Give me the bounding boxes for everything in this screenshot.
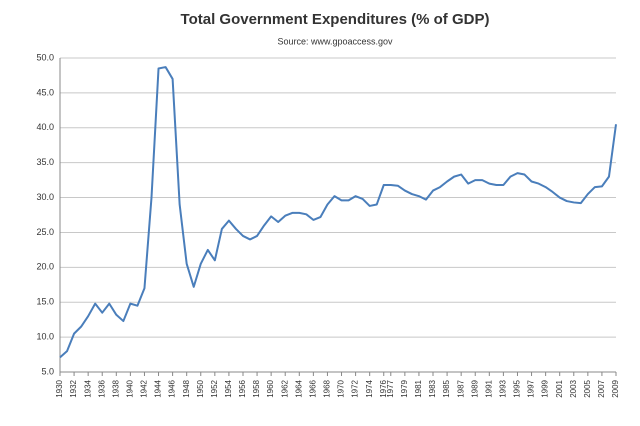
x-tick-label: 1974 bbox=[365, 379, 374, 397]
x-tick-label: 1934 bbox=[83, 379, 92, 397]
y-tick-label: 50.0 bbox=[36, 52, 54, 62]
x-tick-label: 1977 bbox=[386, 379, 395, 397]
y-tick-label: 25.0 bbox=[36, 227, 54, 237]
x-tick-label: 2009 bbox=[611, 379, 620, 397]
x-tick-label: 1976 bbox=[379, 379, 388, 397]
x-tick-label: 1944 bbox=[154, 379, 163, 397]
x-tick-label: 1964 bbox=[294, 379, 303, 397]
x-tick-label: 1962 bbox=[280, 379, 289, 397]
x-tick-label: 1960 bbox=[266, 379, 275, 397]
x-tick-label: 1989 bbox=[470, 379, 479, 397]
chart-title: Total Government Expenditures (% of GDP) bbox=[181, 11, 490, 28]
x-tick-label: 1970 bbox=[337, 379, 346, 397]
x-tick-label: 2001 bbox=[555, 379, 564, 397]
x-tick-label: 1979 bbox=[400, 379, 409, 397]
x-tick-label: 1954 bbox=[224, 379, 233, 397]
y-tick-label: 30.0 bbox=[36, 192, 54, 202]
x-tick-label: 1987 bbox=[456, 379, 465, 397]
y-tick-label: 5.0 bbox=[41, 366, 54, 376]
y-tick-label: 35.0 bbox=[36, 157, 54, 167]
x-tick-label: 1942 bbox=[140, 379, 149, 397]
x-tick-label: 1968 bbox=[323, 379, 332, 397]
chart-subtitle: Source: www.gpoaccess.gov bbox=[277, 36, 393, 46]
x-tick-label: 1948 bbox=[182, 379, 191, 397]
x-tick-label: 1950 bbox=[196, 379, 205, 397]
x-tick-label: 1956 bbox=[238, 379, 247, 397]
y-tick-label: 45.0 bbox=[36, 87, 54, 97]
x-tick-label: 1985 bbox=[442, 379, 451, 397]
x-tick-label: 2003 bbox=[569, 379, 578, 397]
x-tick-label: 1940 bbox=[125, 379, 134, 397]
x-tick-label: 1999 bbox=[541, 379, 550, 397]
y-tick-label: 40.0 bbox=[36, 122, 54, 132]
x-tick-label: 1981 bbox=[414, 379, 423, 397]
x-tick-label: 2007 bbox=[597, 379, 606, 397]
x-tick-label: 2005 bbox=[583, 379, 592, 397]
x-tick-label: 1972 bbox=[351, 379, 360, 397]
x-tick-label: 1938 bbox=[111, 379, 120, 397]
x-tick-label: 1958 bbox=[252, 379, 261, 397]
x-tick-label: 1936 bbox=[97, 379, 106, 397]
line-series bbox=[59, 66, 617, 359]
y-tick-label: 10.0 bbox=[36, 331, 54, 341]
x-tick-label: 1952 bbox=[210, 379, 219, 397]
x-tick-label: 1991 bbox=[484, 379, 493, 397]
x-tick-label: 1930 bbox=[55, 379, 64, 397]
x-tick-label: 1983 bbox=[428, 379, 437, 397]
x-tick-label: 1946 bbox=[168, 379, 177, 397]
y-tick-label: 20.0 bbox=[36, 262, 54, 272]
y-tick-label: 15.0 bbox=[36, 297, 54, 307]
x-tick-label: 1993 bbox=[499, 379, 508, 397]
x-tick-label: 1997 bbox=[527, 379, 536, 397]
x-tick-label: 1966 bbox=[308, 379, 317, 397]
x-tick-label: 1995 bbox=[513, 379, 522, 397]
x-tick-label: 1932 bbox=[69, 379, 78, 397]
